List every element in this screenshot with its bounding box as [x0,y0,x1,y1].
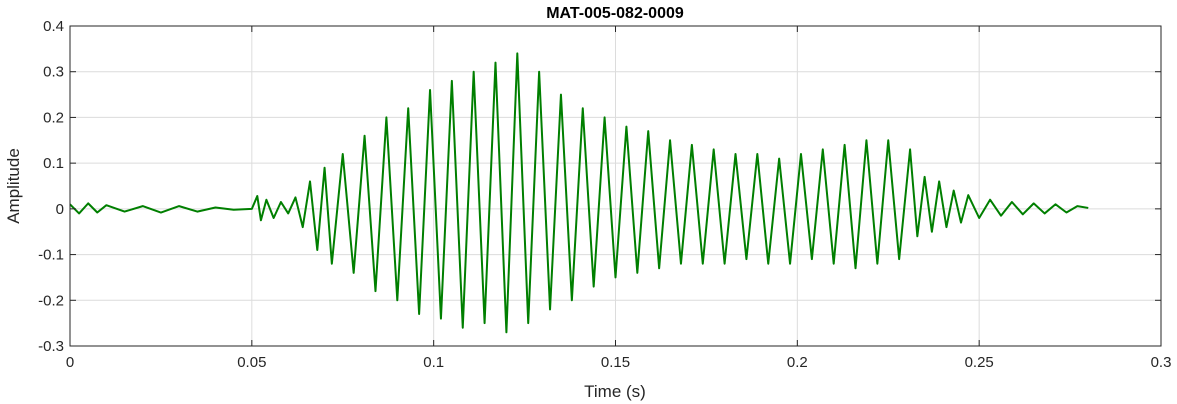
y-tick-label: 0.1 [43,155,64,172]
series-line [69,52,1089,334]
y-tick-label: -0.3 [38,338,64,355]
y-tick-label: 0.3 [43,64,64,81]
x-tick-label: 0.2 [787,354,808,371]
series-layer [69,52,1089,334]
y-tick-label: -0.2 [38,292,64,309]
x-tick-label: 0.05 [237,354,266,371]
y-tick-label: 0.2 [43,109,64,126]
x-tick-label: 0 [66,354,74,371]
x-tick-label: 0.25 [965,354,994,371]
x-tick-label: 0.1 [423,354,444,371]
x-tick-label: 0.15 [601,354,630,371]
y-tick-label: 0.4 [43,18,64,35]
grid-layer [69,25,1162,347]
x-axis-title: Time (s) [584,382,646,401]
y-tick-label: -0.1 [38,247,64,264]
y-axis-title: Amplitude [4,148,23,224]
chart-title: MAT-005-082-0009 [546,5,684,22]
tick-layer: 0 0.05 0.1 0.15 0.2 0.25 0.3 -0.3 -0.2 -0.1 0 0.1 0.… [38,18,1171,371]
y-tick-label: 0 [56,201,64,218]
x-tick-label: 0.3 [1151,354,1172,371]
